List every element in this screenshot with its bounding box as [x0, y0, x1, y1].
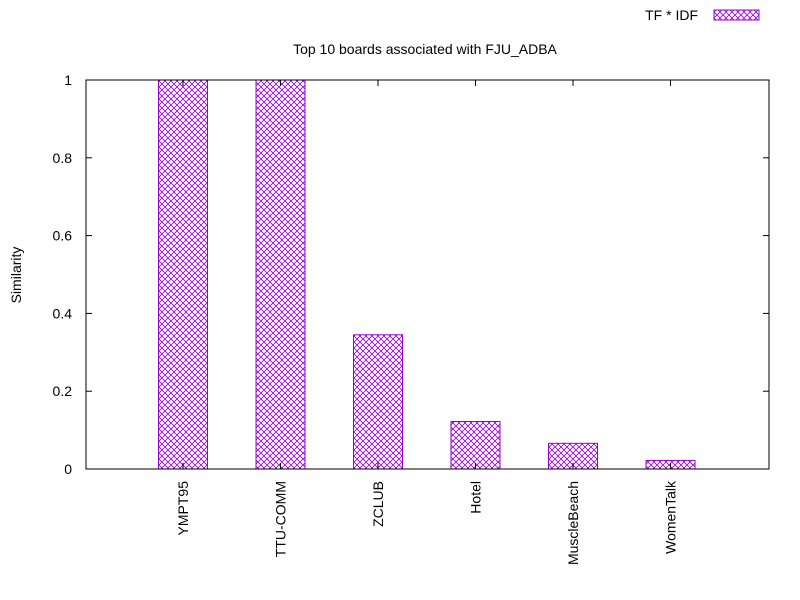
x-tick-label: WomenTalk	[663, 480, 679, 554]
y-axis-label: Similarity	[8, 247, 24, 304]
y-tick-label: 0.8	[53, 150, 73, 166]
y-tick-label: 0	[64, 461, 72, 477]
plot-frame	[85, 79, 770, 470]
y-tick-label: 0.2	[53, 383, 73, 399]
x-tick-label: YMPT95	[175, 481, 191, 536]
y-tick-labels: 0 0.2 0.4 0.6 0.8 1	[53, 72, 73, 477]
bars-layer	[158, 79, 696, 470]
x-tick-label: Hotel	[468, 481, 484, 514]
bar-ttu-comm	[255, 79, 306, 470]
bar-hotel	[450, 421, 501, 470]
y-tick-label: 0.4	[53, 305, 73, 321]
chart-title: Top 10 boards associated with FJU_ADBA	[293, 41, 557, 57]
y-tick-label: 0.6	[53, 228, 73, 244]
x-tick-labels: YMPT95 TTU-COMM ZCLUB Hotel MuscleBeach Women…	[175, 480, 679, 565]
y-tick-label: 1	[64, 72, 72, 88]
x-tick-label: ZCLUB	[370, 481, 386, 527]
x-tick-label: TTU-COMM	[273, 481, 289, 557]
legend-label: TF * IDF	[645, 7, 698, 23]
legend: TF * IDF	[645, 7, 760, 23]
bar-ympt95	[158, 79, 208, 470]
x-tick-label: MuscleBeach	[565, 481, 581, 565]
legend-swatch	[713, 9, 760, 21]
bar-zclub	[353, 334, 403, 470]
